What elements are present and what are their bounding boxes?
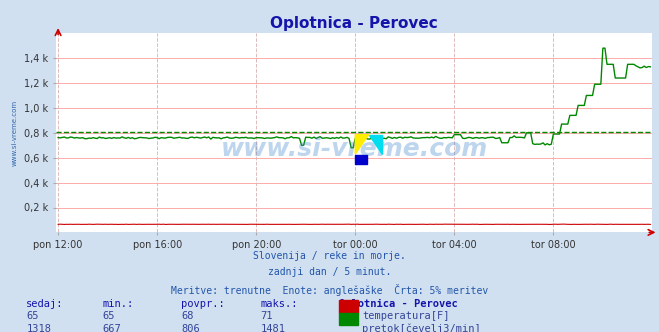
Text: povpr.:: povpr.: xyxy=(181,299,225,309)
Text: 71: 71 xyxy=(260,311,273,321)
Text: zadnji dan / 5 minut.: zadnji dan / 5 minut. xyxy=(268,267,391,277)
Text: temperatura[F]: temperatura[F] xyxy=(362,311,450,321)
Text: pretok[čevelj3/min]: pretok[čevelj3/min] xyxy=(362,324,481,332)
Text: 806: 806 xyxy=(181,324,200,332)
Text: 68: 68 xyxy=(181,311,194,321)
Text: 65: 65 xyxy=(102,311,115,321)
Text: Meritve: trenutne  Enote: anglešaške  Črta: 5% meritev: Meritve: trenutne Enote: anglešaške Črta… xyxy=(171,284,488,296)
Text: Oplotnica - Perovec: Oplotnica - Perovec xyxy=(339,299,458,309)
Text: 1318: 1318 xyxy=(26,324,51,332)
Text: sedaj:: sedaj: xyxy=(26,299,64,309)
Polygon shape xyxy=(368,135,382,154)
Text: www.si-vreme.com: www.si-vreme.com xyxy=(221,137,488,161)
Text: 667: 667 xyxy=(102,324,121,332)
Text: maks.:: maks.: xyxy=(260,299,298,309)
Text: 65: 65 xyxy=(26,311,39,321)
Text: min.:: min.: xyxy=(102,299,133,309)
Text: www.si-vreme.com: www.si-vreme.com xyxy=(11,100,17,166)
Polygon shape xyxy=(355,135,368,154)
Title: Oplotnica - Perovec: Oplotnica - Perovec xyxy=(270,16,438,31)
Bar xyxy=(355,155,367,164)
Text: Slovenija / reke in morje.: Slovenija / reke in morje. xyxy=(253,251,406,261)
Text: 1481: 1481 xyxy=(260,324,285,332)
